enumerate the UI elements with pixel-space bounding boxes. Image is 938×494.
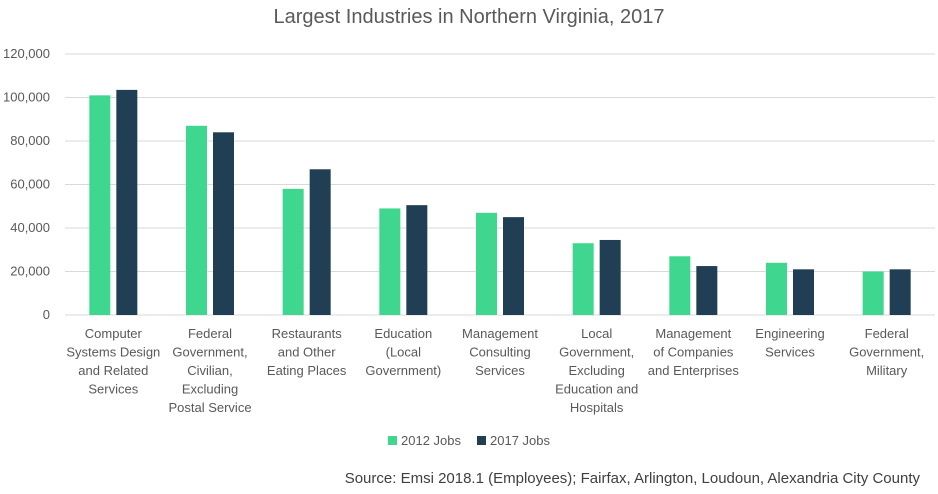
bar-2012-jobs (89, 95, 111, 315)
y-tick-label: 20,000 (10, 264, 50, 279)
x-category-label: Management of Companies and Enterprises (648, 326, 740, 378)
bar-2012-jobs (476, 212, 497, 315)
bar-2012-jobs (282, 188, 304, 315)
bar-2012-jobs (379, 208, 401, 315)
bar-2017-jobs (116, 89, 138, 315)
bar-2012-jobs (186, 125, 207, 316)
legend-item: 2017 Jobs (477, 433, 550, 448)
bar-2012-jobs (572, 243, 594, 315)
y-axis: 0 20,000 40,000 60,000 80,000 100,000 120,000 (3, 46, 50, 322)
bar-2017-jobs (213, 132, 234, 315)
bar-2012-jobs (862, 271, 884, 315)
bar-2017-jobs (599, 239, 621, 315)
bar-2017-jobs (696, 266, 718, 315)
bar-2017-jobs (406, 205, 428, 315)
bar-2012-jobs (766, 262, 787, 315)
legend-label: 2017 Jobs (490, 433, 550, 448)
x-category-label: Federal Government, Civilian, Excluding Post… (168, 326, 251, 415)
bar-2017-jobs (309, 169, 331, 315)
source-note: Source: Emsi 2018.1 (Employees); Fairfax… (344, 470, 920, 487)
y-tick-label: 120,000 (3, 46, 50, 61)
legend-label: 2012 Jobs (401, 433, 461, 448)
legend: 2012 Jobs 2017 Jobs (0, 433, 938, 448)
bar-2017-jobs (889, 269, 911, 315)
bars (89, 89, 911, 316)
legend-swatch (477, 436, 486, 445)
y-tick-label: 60,000 (10, 177, 50, 192)
y-tick-label: 80,000 (10, 133, 50, 148)
x-category-label: Management Consulting Services (462, 326, 538, 378)
x-axis: Computer Systems Design and Related Service… (66, 326, 924, 415)
y-tick-label: 40,000 (10, 220, 50, 235)
bar-2017-jobs (793, 269, 814, 315)
legend-item: 2012 Jobs (388, 433, 461, 448)
x-category-label: Restaurants and Other Eating Places (267, 326, 347, 378)
x-category-label: Education (Local Government) (365, 326, 441, 378)
x-category-label: Computer Systems Design and Related Service… (66, 326, 160, 397)
legend-swatch (388, 436, 397, 445)
x-category-label: Local Government, Excluding Education and Ho… (555, 326, 638, 415)
y-tick-label: 100,000 (3, 90, 50, 105)
bar-2012-jobs (669, 256, 691, 315)
bar-2017-jobs (503, 217, 524, 315)
chart-title: Largest Industries in Northern Virginia,… (273, 6, 665, 28)
x-category-label: Federal Government, Military (849, 326, 924, 378)
y-tick-label: 0 (43, 307, 50, 322)
x-category-label: Engineering Services (755, 326, 824, 360)
gridlines (65, 53, 935, 316)
